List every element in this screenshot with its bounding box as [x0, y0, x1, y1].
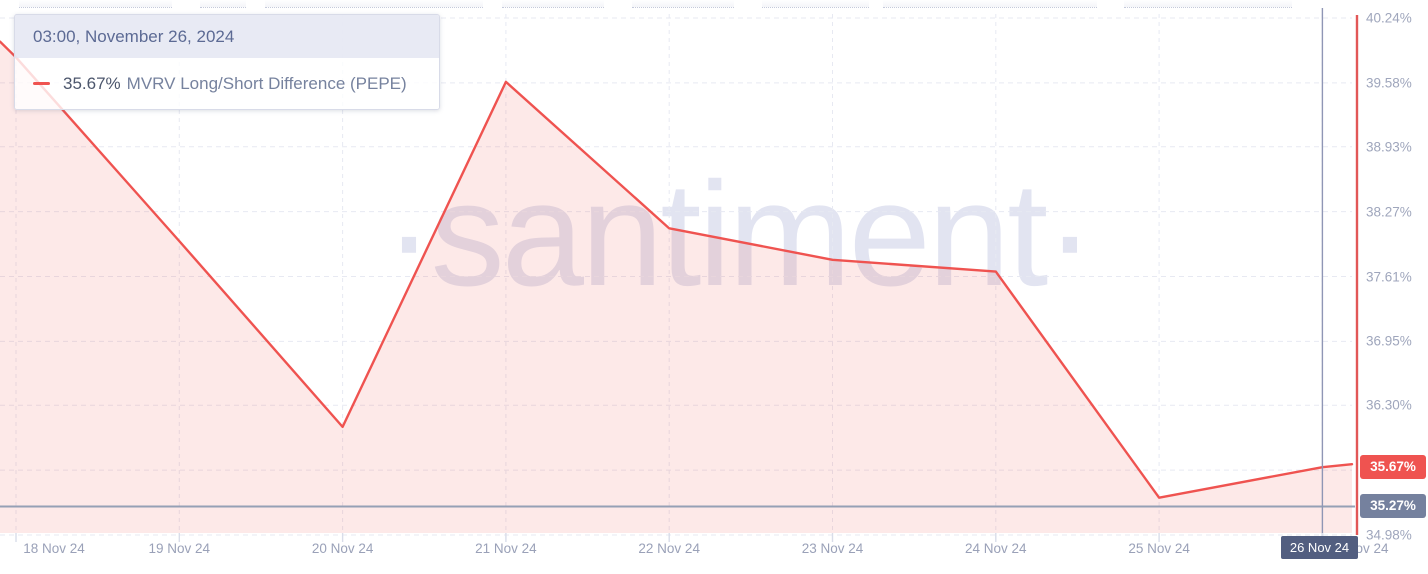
- y-axis-label: 37.61%: [1366, 269, 1412, 284]
- y-axis-label: 34.98%: [1366, 527, 1412, 543]
- series-marker-icon: [33, 82, 50, 85]
- y-axis-label: 38.27%: [1366, 204, 1412, 220]
- reference-value-badge: 35.27%: [1360, 494, 1426, 519]
- x-axis-label: 23 Nov 24: [801, 541, 864, 556]
- series-area-fill: [0, 41, 1352, 533]
- series-line: [0, 40, 1354, 499]
- y-axis-label: 36.95%: [1366, 333, 1412, 349]
- cutoff-metric-tab[interactable]: [883, 0, 1097, 8]
- cutoff-metric-tab[interactable]: [762, 0, 869, 8]
- y-axis-label: 38.93%: [1366, 139, 1412, 155]
- tooltip-series-value: 35.67%: [63, 73, 121, 93]
- cutoff-metric-tab[interactable]: [632, 0, 734, 8]
- tooltip-timestamp: 03:00, November 26, 2024: [15, 15, 439, 58]
- y-axis-label: 36.30%: [1366, 397, 1412, 413]
- x-axis-label: 24 Nov 24: [965, 541, 1027, 556]
- chart-tooltip: 03:00, November 26, 2024 35.67% MVRV Lon…: [14, 14, 440, 110]
- crosshair-date-badge: 26 Nov 24: [1281, 536, 1358, 559]
- x-axis-label: 21 Nov 24: [475, 541, 537, 556]
- cutoff-metric-tab[interactable]: [200, 0, 246, 8]
- x-axis-label: 18 Nov 24: [23, 541, 85, 556]
- x-axis-label: 22 Nov 24: [638, 541, 700, 556]
- last-value-badge: 35.67%: [1360, 455, 1426, 480]
- x-axis-label: 25 Nov 24: [1128, 541, 1190, 556]
- cutoff-metric-tab[interactable]: [1124, 0, 1292, 8]
- cutoff-metric-tab[interactable]: [502, 0, 604, 8]
- santiment-watermark: ·santiment·: [384, 152, 1094, 317]
- x-axis-label: 20 Nov 24: [311, 541, 374, 556]
- y-axis-label: 39.58%: [1366, 75, 1412, 91]
- cutoff-metric-tab[interactable]: [19, 0, 172, 8]
- x-axis-label: 19 Nov 24: [148, 541, 211, 556]
- cutoff-metric-tab[interactable]: [265, 0, 483, 8]
- y-axis-label: 40.24%: [1366, 10, 1412, 26]
- tooltip-series-name: MVRV Long/Short Difference (PEPE): [126, 73, 407, 93]
